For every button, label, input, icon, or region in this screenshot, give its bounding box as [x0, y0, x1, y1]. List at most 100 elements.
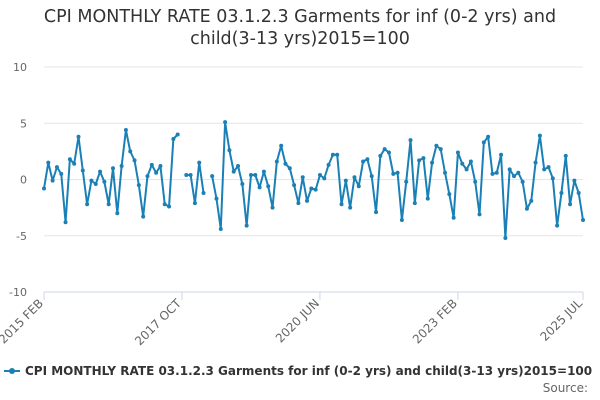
data-point[interactable] — [106, 202, 111, 207]
data-point[interactable] — [149, 162, 154, 167]
data-point[interactable] — [568, 202, 573, 207]
data-point[interactable] — [374, 210, 379, 215]
data-point[interactable] — [339, 202, 344, 207]
data-point[interactable] — [434, 143, 439, 148]
data-point[interactable] — [451, 215, 456, 220]
data-point[interactable] — [477, 212, 482, 217]
data-point[interactable] — [210, 174, 215, 179]
data-point[interactable] — [555, 223, 560, 228]
data-point[interactable] — [154, 170, 159, 175]
data-point[interactable] — [335, 152, 340, 157]
data-point[interactable] — [197, 160, 202, 165]
data-point[interactable] — [499, 152, 504, 157]
data-point[interactable] — [507, 167, 512, 172]
data-point[interactable] — [287, 166, 292, 171]
data-point[interactable] — [253, 173, 258, 177]
data-point[interactable] — [42, 186, 46, 191]
data-point[interactable] — [115, 211, 120, 216]
data-point[interactable] — [481, 140, 486, 145]
data-point[interactable] — [231, 169, 236, 174]
data-point[interactable] — [369, 174, 374, 179]
data-point[interactable] — [395, 170, 400, 175]
data-point[interactable] — [430, 160, 435, 165]
legend[interactable]: CPI MONTHLY RATE 03.1.2.3 Garments for i… — [4, 363, 592, 379]
data-point[interactable] — [279, 143, 284, 148]
data-point[interactable] — [72, 161, 77, 166]
data-point[interactable] — [447, 192, 452, 197]
data-point[interactable] — [317, 173, 322, 177]
data-point[interactable] — [361, 159, 366, 164]
data-point[interactable] — [110, 166, 115, 171]
data-point[interactable] — [270, 205, 275, 210]
data-point[interactable] — [184, 173, 189, 177]
data-point[interactable] — [464, 167, 469, 172]
data-point[interactable] — [503, 236, 508, 240]
data-point[interactable] — [460, 161, 465, 166]
data-point[interactable] — [490, 171, 495, 176]
data-point[interactable] — [227, 148, 232, 153]
data-point[interactable] — [93, 182, 98, 186]
data-point[interactable] — [80, 168, 85, 173]
data-point[interactable] — [188, 173, 193, 177]
data-point[interactable] — [175, 132, 180, 137]
data-point[interactable] — [98, 169, 103, 174]
data-point[interactable] — [240, 182, 245, 186]
data-point[interactable] — [158, 164, 163, 168]
data-point[interactable] — [309, 186, 314, 191]
data-point[interactable] — [494, 170, 499, 175]
data-point[interactable] — [455, 150, 460, 155]
data-point[interactable] — [76, 134, 81, 139]
data-point[interactable] — [404, 179, 409, 184]
data-point[interactable] — [520, 179, 525, 184]
data-point[interactable] — [128, 149, 133, 154]
data-point[interactable] — [296, 201, 301, 206]
data-point[interactable] — [167, 204, 172, 209]
data-point[interactable] — [343, 178, 348, 183]
data-point[interactable] — [352, 175, 357, 180]
data-point[interactable] — [141, 214, 146, 219]
data-point[interactable] — [417, 158, 422, 163]
data-point[interactable] — [468, 159, 473, 164]
data-point[interactable] — [512, 174, 517, 179]
data-point[interactable] — [421, 156, 426, 161]
data-point[interactable] — [132, 158, 137, 163]
data-point[interactable] — [356, 184, 361, 189]
data-point[interactable] — [443, 170, 448, 175]
data-point[interactable] — [145, 174, 150, 179]
data-point[interactable] — [63, 220, 68, 225]
data-point[interactable] — [330, 152, 335, 157]
data-point[interactable] — [85, 202, 90, 207]
data-point[interactable] — [119, 164, 124, 168]
data-point[interactable] — [54, 165, 59, 170]
data-point[interactable] — [524, 206, 529, 211]
data-point[interactable] — [236, 164, 241, 168]
data-point[interactable] — [192, 201, 197, 206]
data-point[interactable] — [46, 160, 51, 165]
data-point[interactable] — [533, 160, 538, 165]
data-point[interactable] — [559, 191, 564, 195]
data-point[interactable] — [537, 133, 542, 138]
data-point[interactable] — [244, 223, 249, 228]
data-point[interactable] — [67, 157, 72, 162]
data-point[interactable] — [162, 202, 167, 207]
data-point[interactable] — [542, 167, 547, 172]
data-point[interactable] — [563, 153, 568, 158]
data-point[interactable] — [399, 218, 404, 222]
data-point[interactable] — [529, 198, 534, 203]
data-point[interactable] — [59, 171, 64, 176]
data-point[interactable] — [257, 185, 262, 190]
data-point[interactable] — [218, 227, 223, 231]
data-point[interactable] — [283, 161, 288, 166]
data-point[interactable] — [171, 137, 176, 141]
data-point[interactable] — [201, 191, 206, 195]
data-point[interactable] — [425, 196, 430, 201]
data-point[interactable] — [274, 159, 279, 164]
data-point[interactable] — [438, 147, 443, 152]
data-point[interactable] — [572, 178, 577, 183]
data-point[interactable] — [223, 120, 228, 125]
data-point[interactable] — [516, 170, 521, 175]
data-point[interactable] — [326, 162, 331, 167]
data-point[interactable] — [382, 147, 387, 152]
data-point[interactable] — [305, 198, 310, 203]
data-point[interactable] — [248, 173, 253, 177]
